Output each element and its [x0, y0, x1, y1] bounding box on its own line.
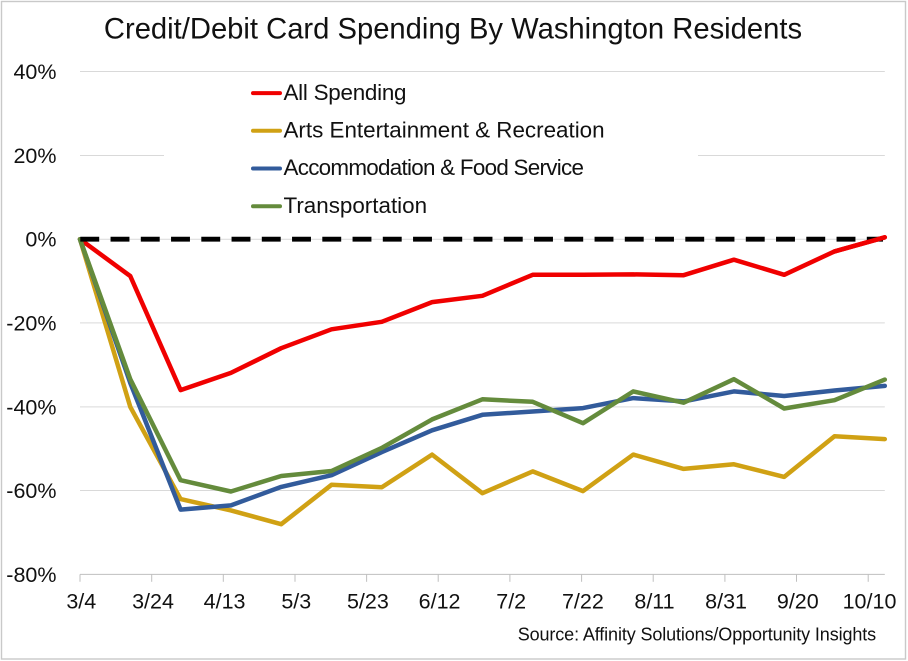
svg-text:4/13: 4/13: [204, 590, 246, 614]
svg-text:8/31: 8/31: [705, 590, 747, 614]
svg-text:3/24: 3/24: [132, 590, 174, 614]
svg-text:20%: 20%: [13, 144, 56, 168]
svg-text:5/3: 5/3: [281, 590, 311, 614]
svg-text:-40%: -40%: [6, 395, 56, 419]
svg-text:-80%: -80%: [6, 563, 56, 587]
svg-text:9/20: 9/20: [777, 590, 819, 614]
svg-text:3/4: 3/4: [66, 590, 96, 614]
svg-text:-20%: -20%: [6, 311, 56, 335]
svg-text:0%: 0%: [25, 228, 56, 252]
svg-text:7/22: 7/22: [562, 590, 604, 614]
svg-text:8/11: 8/11: [634, 590, 674, 614]
svg-text:Source: Affinity Solutions/Opp: Source: Affinity Solutions/Opportunity I…: [518, 625, 876, 645]
svg-text:-60%: -60%: [6, 479, 56, 503]
svg-text:7/2: 7/2: [496, 590, 526, 614]
svg-text:40%: 40%: [13, 60, 56, 84]
svg-text:Credit/Debit Card Spending By: Credit/Debit Card Spending By Washington…: [104, 14, 802, 46]
svg-text:Accommodation & Food Service: Accommodation & Food Service: [284, 155, 584, 180]
svg-text:10/10: 10/10: [843, 590, 897, 614]
svg-text:6/12: 6/12: [419, 590, 461, 614]
svg-text:All Spending: All Spending: [284, 80, 407, 105]
svg-text:Arts Entertainment & Recreatio: Arts Entertainment & Recreation: [284, 118, 605, 143]
svg-text:Transportation: Transportation: [284, 193, 428, 218]
svg-text:5/23: 5/23: [347, 590, 389, 614]
